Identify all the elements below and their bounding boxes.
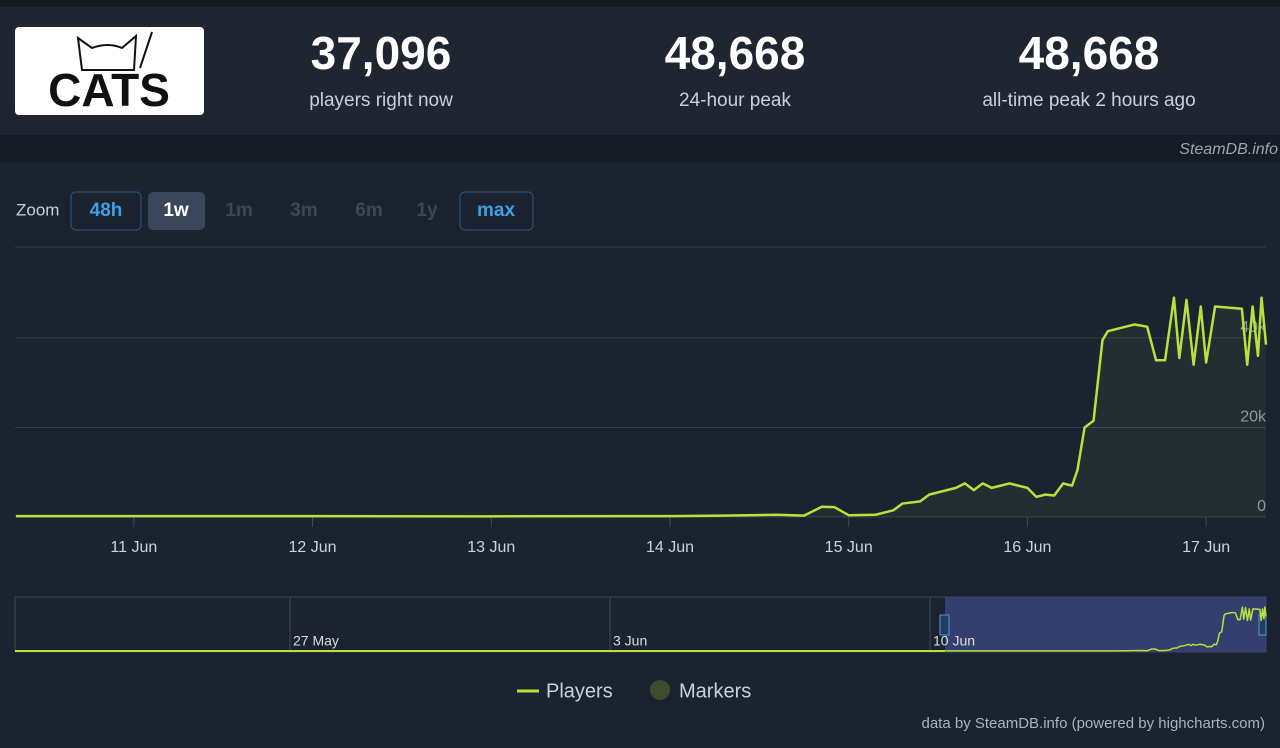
navigator-handle[interactable] [939,614,950,636]
x-tick-label: 17 Jun [1182,539,1230,556]
logo-cat [76,31,153,71]
navigator-label: 27 May [293,633,339,649]
navigator-handle[interactable] [1258,614,1267,636]
watermark: SteamDB.info [1179,141,1278,158]
legend-label[interactable]: Players [546,680,613,702]
stat-value: 37,096 [311,27,452,79]
stat-label: all-time peak 2 hours ago [982,90,1195,111]
zoom-button-text[interactable]: 3m [290,200,317,221]
legend-swatch [650,680,670,700]
zoom-button-text[interactable]: max [477,200,515,221]
navigator-label: 3 Jun [613,633,647,649]
zoom-button-text[interactable]: 6m [355,200,382,221]
header-strip [0,135,1280,163]
series-area [15,297,1267,517]
stat-value: 48,668 [665,27,806,79]
x-tick-label: 14 Jun [646,539,694,556]
zoom-button-text[interactable]: 1w [163,200,189,221]
zoom-label: Zoom [16,200,59,219]
top-bar [0,0,1280,7]
navigator-selection[interactable] [945,597,1266,652]
zoom-button-text[interactable]: 1y [416,200,438,221]
x-tick-label: 15 Jun [825,539,873,556]
series-line [15,296,1268,518]
zoom-button-text[interactable]: 48h [90,200,123,221]
stat-label: players right now [309,90,453,111]
x-tick-label: 11 Jun [110,539,157,556]
zoom-button-text[interactable]: 1m [225,200,252,221]
credit: data by SteamDB.info (powered by highcha… [922,715,1266,732]
x-tick-label: 12 Jun [289,539,337,556]
y-tick-label: 0 [1257,498,1266,515]
stat-label: 24-hour peak [679,90,791,111]
navigator-label: 10 Jun [933,633,975,649]
logo-text: CATS [48,64,170,116]
zoom-button[interactable] [459,191,534,231]
zoom-button[interactable] [148,192,205,230]
legend-label[interactable]: Markers [679,680,751,702]
x-tick-label: 13 Jun [467,539,515,556]
zoom-button[interactable] [70,191,142,231]
x-tick-label: 16 Jun [1003,539,1051,556]
y-tick-label: 20k [1240,409,1267,426]
header [0,7,1280,135]
navigator-line [945,606,1267,652]
stat-value: 48,668 [1019,27,1160,79]
